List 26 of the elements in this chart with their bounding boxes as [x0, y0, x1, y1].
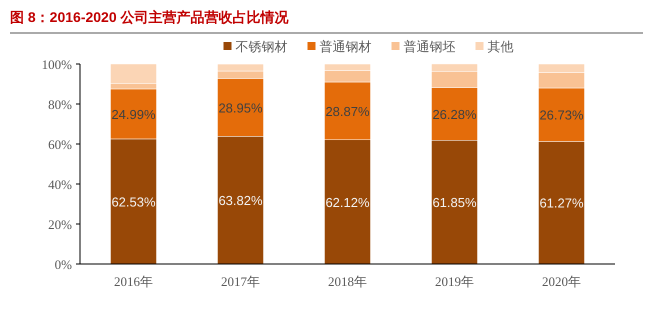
y-tick-label: 40%: [48, 177, 72, 192]
data-label: 63.82%: [218, 193, 263, 208]
data-label: 28.87%: [325, 104, 370, 119]
data-label: 62.12%: [325, 194, 370, 210]
chart-title: 图 8：2016-2020 公司主营产品营收占比情况: [10, 9, 290, 25]
x-tick-label: 2020年: [542, 274, 581, 289]
legend-label: 普通钢材: [320, 39, 372, 54]
x-tick-label: 2017年: [221, 274, 260, 289]
y-tick-label: 80%: [48, 97, 72, 112]
x-tick-label: 2016年: [114, 274, 153, 289]
data-label: 26.28%: [432, 107, 477, 122]
data-label: 28.95%: [218, 100, 263, 116]
y-tick-label: 20%: [48, 217, 72, 232]
data-label: 24.99%: [111, 106, 156, 122]
data-label: 61.27%: [539, 196, 584, 211]
y-tick-label: 60%: [48, 137, 72, 152]
x-tick-label: 2018年: [328, 274, 367, 289]
legend-label: 普通钢坯: [404, 39, 456, 54]
x-tick-label: 2019年: [435, 274, 474, 289]
y-tick-label: 0%: [54, 257, 72, 272]
data-label: 26.73%: [539, 108, 584, 123]
y-tick-label: 100%: [42, 57, 72, 72]
data-label: 61.85%: [432, 195, 477, 210]
legend-label: 其他: [488, 39, 514, 54]
data-label: 62.53%: [111, 194, 156, 210]
legend-label: 不锈钢材: [236, 39, 288, 54]
